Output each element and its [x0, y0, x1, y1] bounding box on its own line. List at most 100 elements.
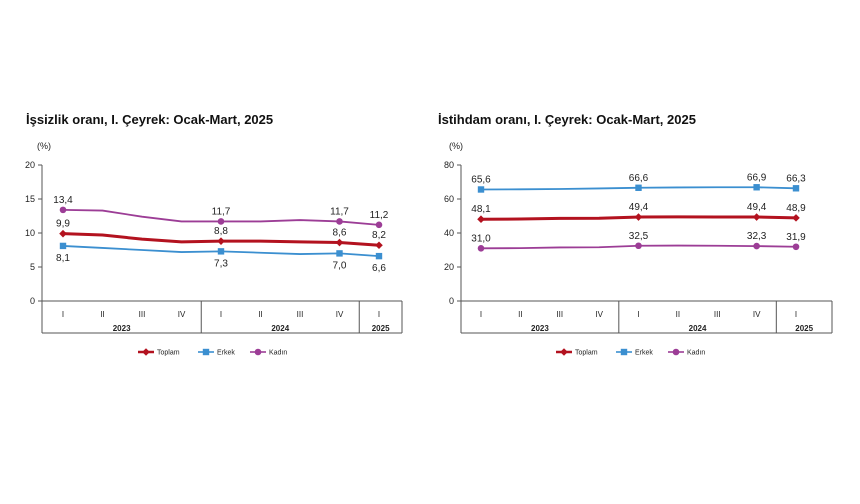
data-label: 7,0	[333, 260, 347, 271]
legend-toplam-label: Toplam	[575, 350, 598, 357]
legend-kadn-marker	[254, 348, 262, 356]
series-toplam-point	[792, 214, 800, 222]
series-erkek-point	[375, 252, 383, 260]
series-toplam: 9,9 8,8 8,6 8,2	[56, 219, 386, 250]
data-label: 11,2	[370, 210, 389, 221]
chart-title: İstihdam oranı, I. Çeyrek: Ocak-Mart, 20…	[438, 112, 696, 127]
x-tick-label: IV	[753, 310, 761, 319]
series-kadn-point	[375, 221, 383, 229]
x-tick-label: II	[518, 310, 522, 319]
series-toplam-point	[752, 213, 761, 221]
series-toplam-point	[375, 241, 383, 250]
series-toplam: 48,1 49,4 49,4 48,9	[471, 202, 806, 224]
x-tick-label: I	[62, 310, 64, 319]
data-label: 66,3	[786, 173, 806, 184]
series-kadn-point	[477, 245, 485, 252]
legend-toplam-marker	[142, 348, 150, 356]
series-kadn-point	[59, 206, 67, 214]
legend-toplam-label: Toplam	[157, 350, 180, 357]
legend-erkek-marker	[202, 348, 210, 356]
chart-title: İşsizlik oranı, I. Çeyrek: Ocak-Mart, 20…	[26, 112, 274, 127]
series-kadn-point	[792, 243, 800, 251]
series-erkek-point	[477, 186, 485, 193]
y-tick-label: 10	[25, 228, 35, 238]
data-label: 8,2	[372, 230, 386, 241]
x-tick-label: III	[556, 310, 563, 319]
data-label: 6,6	[372, 263, 386, 274]
data-label: 32,3	[747, 231, 767, 242]
data-label: 8,8	[214, 226, 228, 237]
data-label: 9,9	[56, 219, 70, 230]
y-tick-label: 20	[444, 262, 454, 272]
x-tick-label: I	[637, 310, 639, 319]
year-group-label: 2025	[795, 324, 813, 333]
y-tick-label: 80	[444, 160, 454, 170]
x-tick-label: IV	[336, 310, 344, 319]
series-kadn-point	[635, 242, 642, 250]
series-erkek-point	[792, 185, 800, 192]
y-tick-label: 15	[25, 194, 35, 204]
legend-erkek-marker	[620, 348, 628, 356]
y-tick-label: 0	[30, 296, 35, 306]
data-label: 66,6	[629, 173, 649, 184]
legend-erkek-label: Erkek	[217, 350, 235, 357]
series-erkek-point	[59, 242, 67, 250]
y-unit-label: (%)	[449, 141, 463, 151]
y-tick-label: 40	[444, 228, 454, 238]
employment-chart: İstihdam oranı, I. Çeyrek: Ocak-Mart, 20…	[430, 0, 860, 504]
data-label: 8,6	[333, 228, 347, 239]
legend-kadn-marker	[672, 348, 680, 356]
x-tick-label: III	[297, 310, 304, 319]
year-group-label: 2024	[689, 324, 707, 333]
series-toplam-point	[335, 238, 344, 247]
year-group-label: 2025	[372, 324, 390, 333]
series-erkek-point	[635, 184, 642, 191]
series-erkek-point	[217, 248, 225, 255]
x-tick-label: I	[480, 310, 482, 319]
series-kadn-point	[336, 218, 343, 225]
year-group-label: 2023	[113, 324, 131, 333]
series-toplam-point	[634, 213, 643, 221]
legend-erkek-label: Erkek	[635, 350, 653, 357]
x-tick-label: I	[378, 310, 380, 319]
x-tick-label: II	[100, 310, 104, 319]
y-tick-label: 60	[444, 194, 454, 204]
series-toplam-point	[217, 237, 225, 245]
data-label: 66,9	[747, 172, 767, 183]
x-tick-label: III	[714, 310, 721, 319]
x-tick-label: I	[220, 310, 222, 319]
year-group-label: 2023	[531, 324, 549, 333]
x-tick-label: II	[258, 310, 262, 319]
data-label: 11,7	[330, 206, 349, 217]
legend-kadn-label: Kadın	[269, 350, 287, 357]
y-tick-label: 20	[25, 160, 35, 170]
data-label: 11,7	[212, 206, 231, 217]
data-label: 31,0	[471, 233, 491, 244]
year-group-label: 2024	[271, 324, 289, 333]
unemployment-chart: İşsizlik oranı, I. Çeyrek: Ocak-Mart, 20…	[25, 112, 403, 357]
legend-toplam-marker	[560, 348, 568, 356]
x-tick-label: II	[676, 310, 680, 319]
x-tick-label: III	[139, 310, 146, 319]
series-kadn: 31,0 32,5 32,3 31,9	[471, 231, 806, 252]
series-kadn: 13,4 11,7 11,7 11,2	[53, 195, 389, 229]
y-tick-label: 0	[449, 296, 454, 306]
series-erkek-point	[753, 184, 760, 191]
y-tick-label: 5	[30, 262, 35, 272]
data-label: 13,4	[53, 195, 73, 206]
series-erkek: 8,1 7,3 7,0 6,6	[56, 242, 386, 274]
data-label: 49,4	[629, 202, 649, 213]
x-tick-label: I	[795, 310, 797, 319]
data-label: 49,4	[747, 202, 767, 213]
legend-kadn-label: Kadın	[687, 350, 705, 357]
data-label: 8,1	[56, 253, 70, 264]
data-label: 7,3	[214, 258, 228, 269]
series-kadn-point	[753, 242, 760, 250]
y-unit-label: (%)	[37, 141, 51, 151]
series-erkek-point	[336, 250, 343, 257]
data-label: 31,9	[786, 232, 806, 243]
x-tick-label: IV	[178, 310, 186, 319]
data-label: 32,5	[629, 231, 649, 242]
